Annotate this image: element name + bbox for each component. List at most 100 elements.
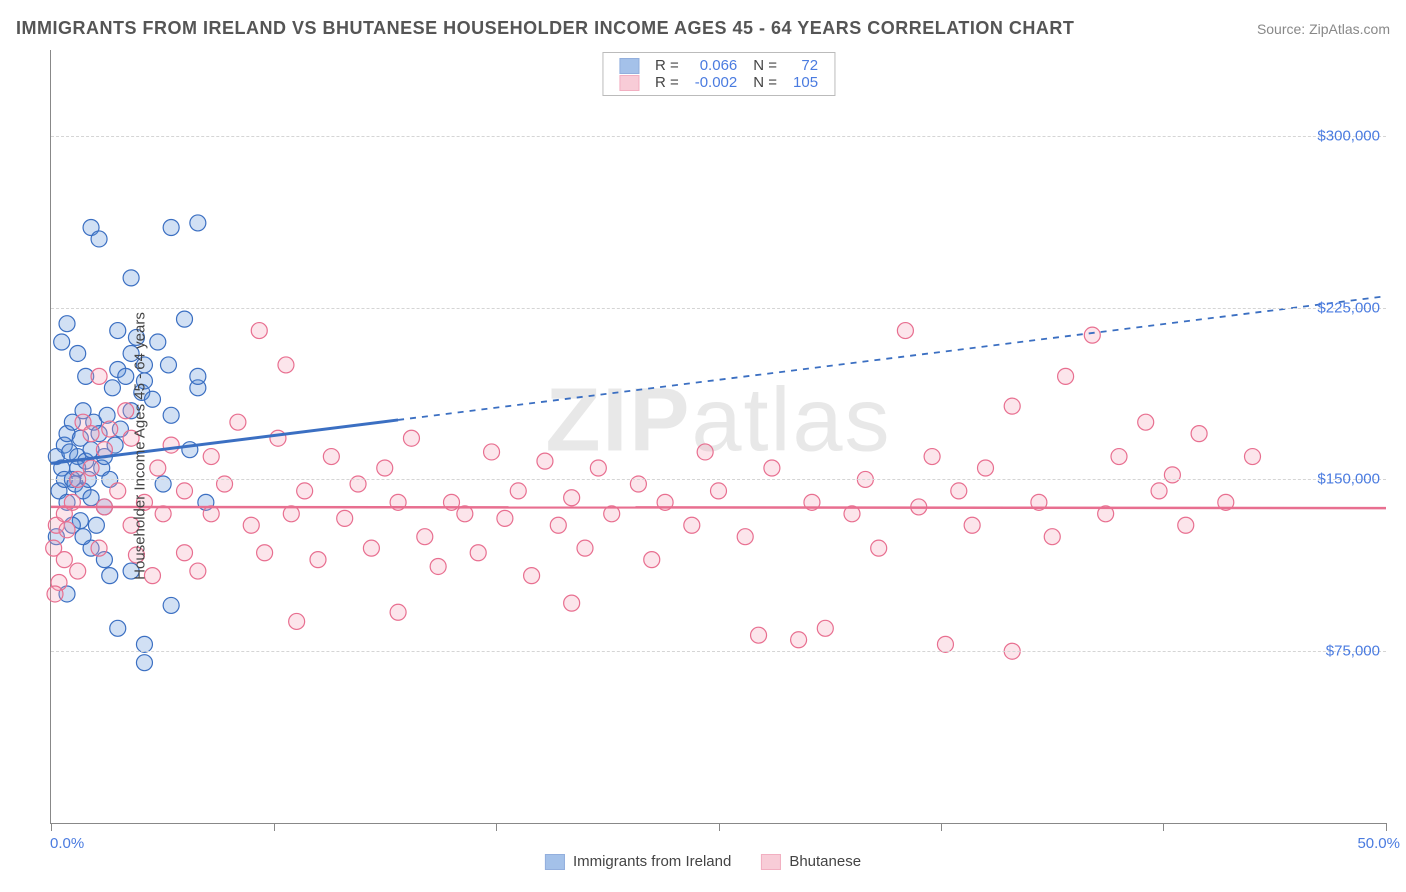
data-point: [964, 517, 980, 533]
y-axis-label: Householder Income Ages 45 - 64 years: [131, 312, 148, 580]
data-point: [577, 540, 593, 556]
data-point: [470, 545, 486, 561]
data-point: [46, 540, 62, 556]
source-attribution: Source: ZipAtlas.com: [1257, 21, 1390, 37]
x-tick: [1386, 823, 1387, 831]
data-point: [75, 529, 91, 545]
x-tick: [496, 823, 497, 831]
data-point: [190, 563, 206, 579]
data-point: [417, 529, 433, 545]
data-point: [524, 568, 540, 584]
x-tick: [51, 823, 52, 831]
trendline-solid: [51, 507, 1386, 508]
data-point: [83, 460, 99, 476]
chart-title: IMMIGRANTS FROM IRELAND VS BHUTANESE HOU…: [16, 18, 1074, 39]
data-point: [150, 334, 166, 350]
n-value-bhutanese: 105: [785, 74, 826, 91]
data-point: [70, 563, 86, 579]
data-point: [88, 517, 104, 533]
data-point: [47, 586, 63, 602]
data-point: [177, 311, 193, 327]
data-point: [91, 231, 107, 247]
data-point: [257, 545, 273, 561]
data-point: [102, 568, 118, 584]
r-value-ireland: 0.066: [687, 57, 746, 74]
data-point: [751, 627, 767, 643]
chart-svg: [51, 50, 1386, 823]
data-point: [1191, 426, 1207, 442]
data-point: [230, 414, 246, 430]
data-point: [297, 483, 313, 499]
x-tick: [274, 823, 275, 831]
data-point: [270, 430, 286, 446]
data-point: [924, 449, 940, 465]
x-axis-min-label: 0.0%: [50, 835, 84, 852]
legend-row-bhutanese: R = -0.002 N = 105: [611, 74, 826, 91]
data-point: [337, 510, 353, 526]
legend-bottom: Immigrants from Ireland Bhutanese: [545, 853, 861, 870]
gridline: [51, 651, 1386, 652]
data-point: [484, 444, 500, 460]
data-point: [564, 490, 580, 506]
data-point: [70, 345, 86, 361]
data-point: [871, 540, 887, 556]
x-tick: [1163, 823, 1164, 831]
n-label: N =: [745, 57, 785, 74]
data-point: [978, 460, 994, 476]
data-point: [1164, 467, 1180, 483]
data-point: [310, 552, 326, 568]
swatch-bhutanese: [761, 854, 781, 870]
plot-area: ZIPatlas R = 0.066 N = 72 R = -0.002 N =…: [50, 50, 1386, 824]
legend-correlation-table: R = 0.066 N = 72 R = -0.002 N = 105: [611, 57, 826, 91]
y-tick-label: $75,000: [1326, 643, 1380, 660]
data-point: [537, 453, 553, 469]
data-point: [123, 270, 139, 286]
data-point: [791, 632, 807, 648]
data-point: [163, 220, 179, 236]
data-point: [59, 522, 75, 538]
source-link[interactable]: ZipAtlas.com: [1309, 21, 1390, 37]
data-point: [163, 437, 179, 453]
data-point: [403, 430, 419, 446]
x-tick: [719, 823, 720, 831]
data-point: [1151, 483, 1167, 499]
y-tick-label: $150,000: [1317, 471, 1380, 488]
data-point: [177, 545, 193, 561]
x-axis-max-label: 50.0%: [1357, 835, 1400, 852]
r-label: R =: [647, 74, 687, 91]
data-point: [203, 449, 219, 465]
legend-item-ireland: Immigrants from Ireland: [545, 853, 731, 870]
swatch-bhutanese: [619, 75, 639, 91]
data-point: [110, 483, 126, 499]
data-point: [163, 407, 179, 423]
y-tick-label: $225,000: [1317, 299, 1380, 316]
gridline: [51, 308, 1386, 309]
data-point: [1084, 327, 1100, 343]
source-prefix: Source:: [1257, 21, 1309, 37]
data-point: [510, 483, 526, 499]
gridline: [51, 136, 1386, 137]
data-point: [951, 483, 967, 499]
data-point: [897, 323, 913, 339]
data-point: [136, 636, 152, 652]
data-point: [54, 334, 70, 350]
data-point: [177, 483, 193, 499]
data-point: [278, 357, 294, 373]
data-point: [1004, 398, 1020, 414]
data-point: [1178, 517, 1194, 533]
data-point: [91, 540, 107, 556]
data-point: [323, 449, 339, 465]
data-point: [764, 460, 780, 476]
legend-item-bhutanese: Bhutanese: [761, 853, 861, 870]
data-point: [1245, 449, 1261, 465]
data-point: [1138, 414, 1154, 430]
legend-label-ireland: Immigrants from Ireland: [573, 853, 731, 870]
y-tick-label: $300,000: [1317, 127, 1380, 144]
data-point: [1058, 368, 1074, 384]
data-point: [150, 460, 166, 476]
data-point: [163, 597, 179, 613]
data-point: [190, 215, 206, 231]
r-value-bhutanese: -0.002: [687, 74, 746, 91]
chart-header: IMMIGRANTS FROM IRELAND VS BHUTANESE HOU…: [16, 18, 1390, 39]
gridline: [51, 479, 1386, 480]
